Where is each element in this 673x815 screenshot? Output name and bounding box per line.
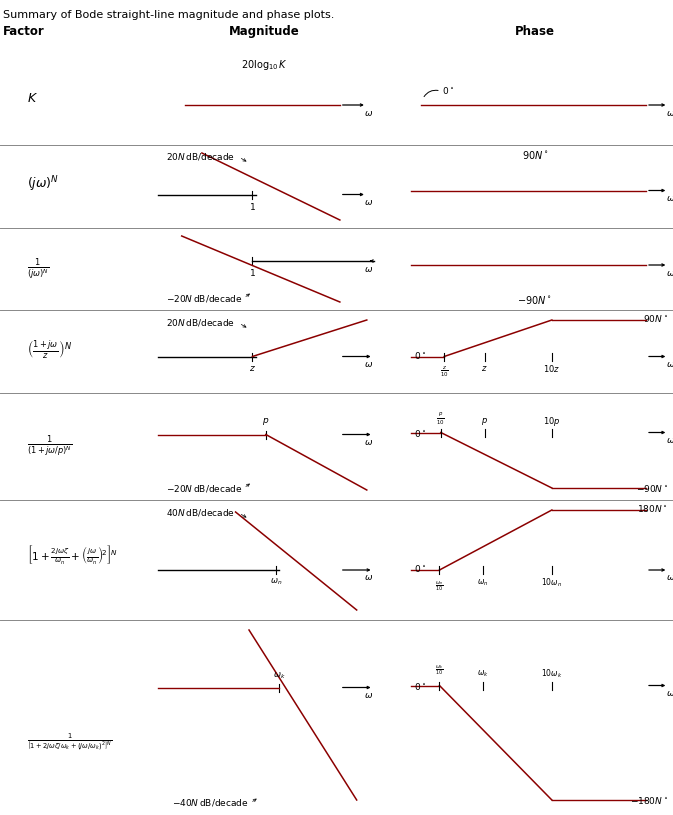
Text: $\omega_k$: $\omega_k$	[477, 668, 489, 679]
Text: $\omega$: $\omega$	[364, 574, 374, 583]
Text: $\omega$: $\omega$	[666, 436, 673, 445]
Text: $\omega$: $\omega$	[364, 691, 374, 700]
Text: Summary of Bode straight-line magnitude and phase plots.: Summary of Bode straight-line magnitude …	[3, 10, 334, 20]
Text: Magnitude: Magnitude	[229, 25, 300, 38]
Text: $0^\circ$: $0^\circ$	[414, 563, 426, 575]
Text: $0^\circ$: $0^\circ$	[414, 681, 426, 692]
Text: $\frac{p}{10}$: $\frac{p}{10}$	[436, 411, 446, 426]
Text: $20N\,\mathrm{dB/decade}$: $20N\,\mathrm{dB/decade}$	[166, 318, 236, 328]
Text: $\omega$: $\omega$	[364, 360, 374, 369]
Text: $0^\circ$: $0^\circ$	[441, 86, 454, 96]
Text: $10\omega_n$: $10\omega_n$	[541, 577, 563, 589]
Text: $-20N\,\mathrm{dB/decade}$: $-20N\,\mathrm{dB/decade}$	[166, 482, 242, 494]
Text: $\left(\frac{1+j\omega}{z}\right)^{N}$: $\left(\frac{1+j\omega}{z}\right)^{N}$	[27, 338, 72, 360]
Text: $-20N\,\mathrm{dB/decade}$: $-20N\,\mathrm{dB/decade}$	[166, 293, 242, 303]
Text: $\frac{z}{10}$: $\frac{z}{10}$	[439, 364, 449, 379]
Text: $10p$: $10p$	[543, 415, 561, 428]
Text: $\omega_n$: $\omega_n$	[478, 578, 489, 588]
Text: $\omega$: $\omega$	[364, 265, 374, 274]
Text: $p$: $p$	[481, 416, 488, 427]
Text: $-180N^\circ$: $-180N^\circ$	[630, 795, 668, 807]
Text: $\omega$: $\omega$	[666, 268, 673, 277]
Text: $\frac{\omega_k}{10}$: $\frac{\omega_k}{10}$	[435, 663, 444, 677]
Text: $90N^\circ$: $90N^\circ$	[522, 149, 548, 161]
Text: $-90N^\circ$: $-90N^\circ$	[518, 294, 553, 306]
Text: $K$: $K$	[27, 91, 38, 104]
Text: $20N\,\mathrm{dB/decade}$: $20N\,\mathrm{dB/decade}$	[166, 152, 236, 162]
Text: $180N^\circ$: $180N^\circ$	[637, 504, 668, 514]
Text: $-90N^\circ$: $-90N^\circ$	[635, 483, 668, 495]
Text: $\omega$: $\omega$	[364, 438, 374, 447]
Text: $\omega$: $\omega$	[364, 108, 374, 117]
Text: $z$: $z$	[249, 364, 256, 373]
Text: $\omega$: $\omega$	[666, 689, 673, 698]
Text: $90N^\circ$: $90N^\circ$	[643, 314, 668, 324]
Text: $\omega$: $\omega$	[666, 108, 673, 117]
Text: Phase: Phase	[515, 25, 555, 38]
Text: $-40N\,\mathrm{dB/decade}$: $-40N\,\mathrm{dB/decade}$	[172, 798, 249, 808]
Text: $\frac{1}{\left[1+2j\omega\zeta/\omega_k+\left(j\omega/\omega_k\right)^2\right]^: $\frac{1}{\left[1+2j\omega\zeta/\omega_k…	[27, 732, 112, 753]
Text: $\frac{1}{(1+j\omega/p)^{N}}$: $\frac{1}{(1+j\omega/p)^{N}}$	[27, 434, 73, 459]
Text: $10z$: $10z$	[543, 363, 561, 374]
Text: $20\log_{10}K$: $20\log_{10}K$	[241, 58, 288, 72]
Text: $1$: $1$	[249, 201, 256, 212]
Text: $\left[1+\frac{2j\omega\zeta}{\omega_n}+\left(\frac{j\omega}{\omega_n}\right)^{\: $\left[1+\frac{2j\omega\zeta}{\omega_n}+…	[27, 544, 117, 566]
Text: $z$: $z$	[481, 364, 488, 373]
Text: $\omega_k$: $\omega_k$	[273, 670, 285, 681]
Text: $0^\circ$: $0^\circ$	[414, 350, 426, 361]
Text: $\frac{1}{(j\omega)^{N}}$: $\frac{1}{(j\omega)^{N}}$	[27, 257, 49, 281]
Text: $\omega$: $\omega$	[364, 198, 374, 207]
Text: $10\omega_k$: $10\omega_k$	[541, 667, 563, 680]
Text: $\omega$: $\omega$	[666, 574, 673, 583]
Text: $\omega$: $\omega$	[666, 360, 673, 369]
Text: $p$: $p$	[262, 416, 269, 427]
Text: $1$: $1$	[249, 267, 256, 279]
Text: $\frac{\omega_n}{10}$: $\frac{\omega_n}{10}$	[435, 579, 444, 593]
Text: $\omega$: $\omega$	[666, 194, 673, 203]
Text: $\omega_n$: $\omega_n$	[270, 577, 282, 588]
Text: $(j\omega)^{N}$: $(j\omega)^{N}$	[27, 174, 59, 194]
Text: $0^\circ$: $0^\circ$	[414, 428, 426, 439]
Text: $40N\,\mathrm{dB/decade}$: $40N\,\mathrm{dB/decade}$	[166, 508, 236, 518]
Text: Factor: Factor	[3, 25, 45, 38]
